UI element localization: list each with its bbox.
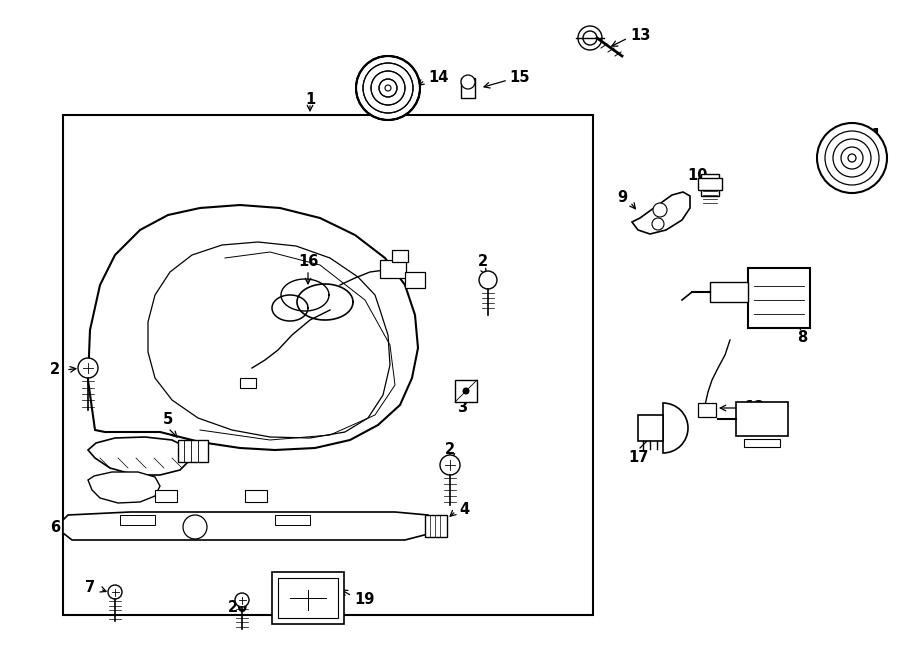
Bar (275, 515, 310, 525)
Text: 15: 15 (509, 71, 530, 85)
Text: 2: 2 (445, 442, 455, 457)
Text: 2: 2 (50, 362, 60, 377)
Circle shape (461, 75, 475, 89)
Circle shape (356, 56, 420, 120)
Bar (744, 439, 780, 447)
Bar (701, 174, 719, 196)
Circle shape (235, 593, 249, 607)
Bar (155, 490, 177, 502)
Bar (736, 402, 788, 436)
Circle shape (652, 218, 664, 230)
Circle shape (479, 271, 497, 289)
Text: 2: 2 (478, 254, 488, 270)
Circle shape (463, 387, 470, 395)
Text: 11: 11 (862, 128, 882, 143)
Text: 12: 12 (745, 401, 765, 416)
Bar (392, 250, 408, 262)
Bar (455, 380, 477, 402)
Text: 18: 18 (765, 407, 785, 422)
Text: 6: 6 (50, 520, 60, 535)
Circle shape (108, 585, 122, 599)
Circle shape (817, 123, 887, 193)
Text: 20: 20 (228, 600, 248, 615)
Circle shape (653, 203, 667, 217)
Circle shape (78, 358, 98, 378)
Bar (710, 282, 748, 302)
Polygon shape (63, 512, 432, 540)
Circle shape (183, 515, 207, 539)
Bar (240, 378, 256, 388)
Bar (272, 572, 344, 624)
Bar (461, 78, 475, 98)
Text: 19: 19 (355, 592, 375, 607)
Bar (120, 515, 155, 525)
Bar (748, 268, 810, 328)
Text: 1: 1 (305, 93, 315, 108)
Text: 14: 14 (428, 71, 448, 85)
Text: 10: 10 (688, 167, 708, 182)
Bar (698, 403, 716, 417)
Bar (638, 415, 663, 441)
Polygon shape (88, 472, 160, 503)
Bar (178, 440, 208, 462)
Polygon shape (632, 192, 690, 234)
Text: 13: 13 (630, 28, 650, 42)
Text: 3: 3 (457, 401, 467, 416)
Bar (698, 178, 722, 190)
Bar (63, 115, 593, 615)
Circle shape (583, 31, 597, 45)
Circle shape (440, 455, 460, 475)
Text: 9: 9 (616, 190, 627, 206)
Text: 16: 16 (298, 254, 319, 270)
Text: 7: 7 (85, 580, 95, 594)
Bar (380, 260, 406, 278)
Text: 8: 8 (796, 330, 807, 346)
Text: 17: 17 (628, 451, 648, 465)
Bar (405, 272, 425, 288)
Bar (278, 578, 338, 618)
Bar (425, 515, 447, 537)
Wedge shape (663, 403, 688, 453)
Bar (245, 490, 267, 502)
Text: 4: 4 (459, 502, 469, 518)
Polygon shape (88, 205, 418, 450)
Polygon shape (88, 437, 190, 475)
Text: 5: 5 (163, 412, 173, 428)
